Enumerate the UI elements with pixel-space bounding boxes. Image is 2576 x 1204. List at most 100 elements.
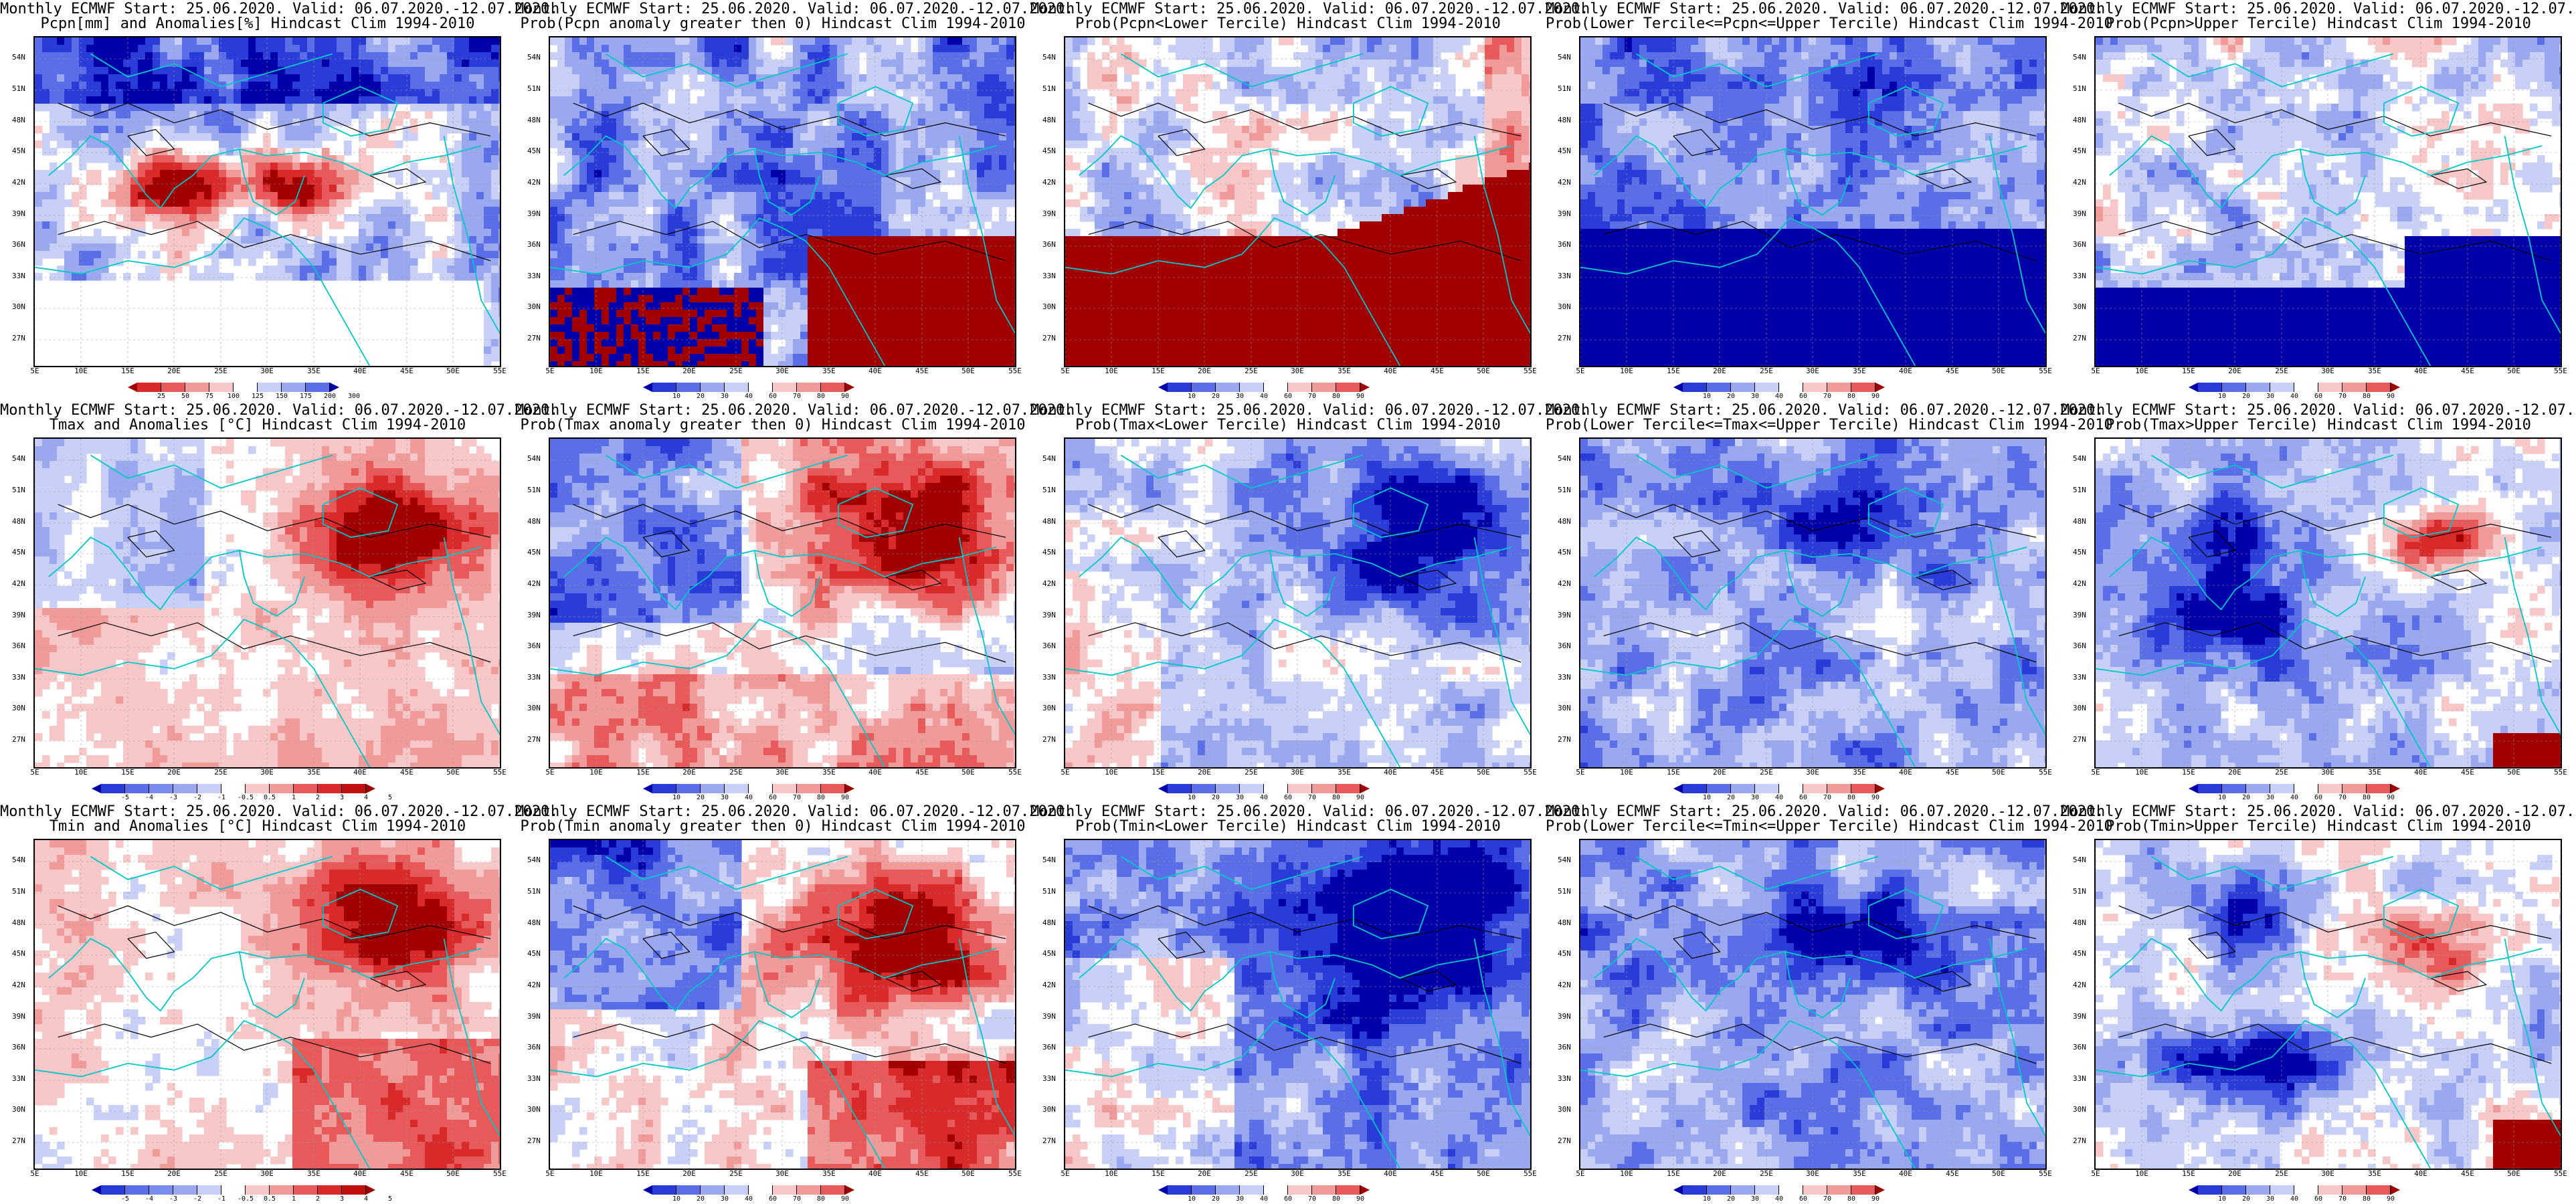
coastline	[958, 537, 1015, 735]
colorbar-tick-label: 40	[2290, 794, 2298, 802]
latitude-label: 33N	[12, 272, 25, 280]
longitude-label: 30E	[1806, 367, 1819, 375]
colorbar-segment	[2342, 784, 2367, 793]
longitude-label: 25E	[2275, 367, 2288, 375]
coastline	[2096, 217, 2431, 366]
longitude-label: 10E	[1105, 769, 1118, 777]
colorbar-segment	[1851, 784, 1875, 793]
latitude-label: 48N	[2073, 518, 2086, 526]
colorbar-tick-label: 40	[745, 1195, 753, 1203]
colorbar-segment	[294, 1185, 318, 1195]
longitude-label: 20E	[2228, 769, 2241, 777]
colorbar	[1673, 784, 1885, 793]
longitude-label: 55E	[2039, 769, 2052, 777]
contour-line	[1088, 102, 1522, 136]
coastline	[753, 951, 820, 1019]
colorbar-segment	[1683, 784, 1707, 793]
latitude-label: 45N	[1558, 147, 1571, 155]
graticule	[1580, 840, 2045, 1169]
colorbar-max-arrow	[1360, 1185, 1370, 1195]
colorbar	[643, 784, 854, 793]
colorbar-tick-label: 60	[1799, 1195, 1807, 1203]
colorbar-max-arrow	[2391, 784, 2400, 793]
coastline	[563, 938, 997, 1012]
map-panel: Monthly ECMWF Start: 25.06.2020. Valid: …	[1546, 401, 2113, 803]
colorbar-tick-label: 40	[1775, 393, 1783, 401]
colorbar-tick-label: 30	[721, 794, 729, 802]
colorbar-segment	[2367, 784, 2391, 793]
colorbar-segment	[306, 383, 330, 392]
colorbar-tick-label: 80	[817, 393, 825, 401]
longitude-label: 45E	[1946, 1170, 1959, 1178]
colorbar-segment	[2367, 1185, 2391, 1195]
longitude-label: 10E	[1105, 367, 1118, 375]
contour-line	[2430, 569, 2488, 591]
longitude-label: 55E	[493, 367, 507, 375]
longitude-label: 55E	[2554, 367, 2567, 375]
contour-line	[642, 530, 691, 558]
longitude-label: 40E	[353, 1170, 367, 1178]
contour-line	[1673, 128, 1721, 157]
latitude-label: 48N	[1042, 919, 1056, 927]
latitude-label: 36N	[2073, 642, 2086, 650]
longitude-label: 50E	[961, 769, 975, 777]
coastline	[753, 148, 820, 216]
coastline	[2504, 537, 2561, 735]
colorbar-segment	[797, 1185, 821, 1195]
contour-line	[2118, 622, 2552, 663]
colorbar-segment	[1216, 383, 1240, 392]
longitude-label: 35E	[1338, 367, 1351, 375]
longitude-label: 40E	[868, 367, 882, 375]
colorbar-segment	[318, 1185, 342, 1195]
colorbar-tick-label: 70	[793, 1195, 801, 1203]
colorbar-tick-label: 70	[2338, 393, 2347, 401]
colorbar-segment	[2294, 1185, 2318, 1195]
latitude-label: 27N	[2073, 1137, 2086, 1145]
latitude-label: 54N	[2073, 455, 2086, 463]
colorbar-tick-label: 80	[1847, 393, 1855, 401]
colorbar-segment	[1731, 1185, 1755, 1195]
longitude-label: 55E	[2039, 1170, 2052, 1178]
longitude-label: 50E	[1477, 769, 1490, 777]
colorbar-min-arrow	[1158, 1185, 1168, 1195]
latitude-label: 39N	[1558, 611, 1571, 619]
colorbar-tick-label: 90	[1871, 393, 1879, 401]
latitude-label: 42N	[1558, 179, 1571, 187]
longitude-label: 5E	[545, 367, 554, 375]
colorbar-tick-label: 80	[2363, 1195, 2371, 1203]
colorbar-tick-label: 1	[292, 1195, 296, 1203]
colorbar-segment	[725, 784, 749, 793]
colorbar-max-arrow	[1875, 383, 1885, 392]
longitude-label: 25E	[2275, 1170, 2288, 1178]
shaded-field	[1065, 840, 1530, 1169]
colorbar-segment	[2246, 383, 2270, 392]
colorbar	[1158, 1185, 1370, 1195]
colorbar-segment	[294, 784, 318, 793]
colorbar-segment	[797, 784, 821, 793]
colorbar-segment	[2342, 1185, 2367, 1195]
longitude-label: 35E	[822, 367, 836, 375]
latitude-label: 39N	[1042, 611, 1056, 619]
latitude-label: 33N	[1558, 1075, 1571, 1083]
coastline	[563, 536, 997, 611]
contour-line	[58, 622, 491, 663]
latitude-label: 48N	[527, 919, 541, 927]
map-field	[549, 437, 1016, 769]
coastline	[1079, 938, 1512, 1012]
graticule	[35, 439, 500, 767]
contour-line	[1088, 905, 1522, 939]
coastline	[837, 86, 914, 137]
contour-line	[573, 905, 1006, 939]
coastline	[322, 487, 399, 538]
colorbar	[2189, 1185, 2400, 1195]
colorbar-tick-label: 30	[1236, 794, 1244, 802]
longitude-label: 15E	[2182, 367, 2195, 375]
colorbar	[1158, 784, 1370, 793]
longitude-label: 20E	[1198, 367, 1211, 375]
coastline	[1269, 951, 1336, 1019]
map-panel: Monthly ECMWF Start: 25.06.2020. Valid: …	[0, 401, 558, 803]
colorbar-min-arrow	[1673, 1185, 1683, 1195]
colorbar-segment	[725, 1185, 749, 1195]
latitude-label: 33N	[527, 674, 541, 682]
contour-line	[885, 168, 942, 189]
